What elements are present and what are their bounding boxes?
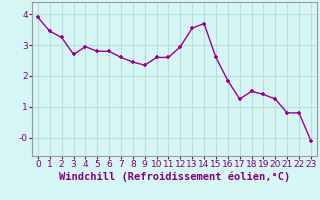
- X-axis label: Windchill (Refroidissement éolien,°C): Windchill (Refroidissement éolien,°C): [59, 172, 290, 182]
